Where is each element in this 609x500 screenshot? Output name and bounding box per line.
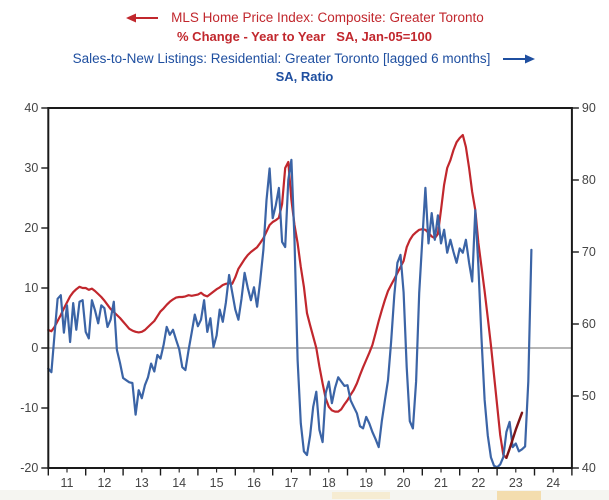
svg-text:16: 16 — [247, 476, 261, 490]
svg-text:90: 90 — [582, 101, 596, 115]
series1-subtitle: % Change - Year to Year SA, Jan-05=100 — [177, 29, 432, 44]
svg-text:80: 80 — [582, 173, 596, 187]
artifact-smudge — [497, 491, 541, 500]
left-arrow-icon — [125, 12, 159, 24]
series2-title: Sales-to-New Listings: Residential: Grea… — [72, 51, 491, 66]
series2-subtitle: SA, Ratio — [275, 69, 334, 84]
plot-frame — [47, 107, 573, 469]
artifact-strip — [0, 490, 609, 500]
svg-text:-10: -10 — [20, 401, 38, 415]
series1-header: MLS Home Price Index: Composite: Greater… — [0, 9, 609, 26]
svg-text:12: 12 — [97, 476, 111, 490]
svg-text:22: 22 — [471, 476, 485, 490]
svg-text:14: 14 — [172, 476, 186, 490]
svg-text:60: 60 — [582, 317, 596, 331]
svg-text:11: 11 — [61, 476, 74, 490]
svg-text:40: 40 — [582, 461, 596, 475]
svg-text:0: 0 — [31, 341, 38, 355]
svg-text:19: 19 — [359, 476, 373, 490]
svg-text:50: 50 — [582, 389, 596, 403]
svg-text:70: 70 — [582, 245, 596, 259]
svg-text:17: 17 — [284, 476, 298, 490]
svg-text:20: 20 — [24, 221, 38, 235]
svg-text:23: 23 — [509, 476, 523, 490]
series-line — [47, 158, 533, 469]
series1-title: MLS Home Price Index: Composite: Greater… — [171, 10, 484, 25]
data-series-lines — [47, 133, 533, 469]
svg-text:30: 30 — [24, 161, 38, 175]
svg-text:21: 21 — [434, 476, 448, 490]
svg-text:40: 40 — [24, 101, 38, 115]
svg-text:13: 13 — [135, 476, 149, 490]
svg-text:24: 24 — [546, 476, 560, 490]
series-line — [47, 133, 508, 459]
right-arrow-icon — [502, 53, 536, 65]
artifact-smudge — [332, 492, 390, 499]
series2-header: Sales-to-New Listings: Residential: Grea… — [0, 50, 609, 67]
svg-text:10: 10 — [24, 281, 38, 295]
svg-text:15: 15 — [210, 476, 224, 490]
svg-text:-20: -20 — [20, 461, 38, 475]
series-line — [505, 411, 524, 459]
axis-ticks-and-labels: 40 30 20 10 0 -10 -20 90 80 70 60 50 40 11 12 13 14 15 16 1… — [20, 101, 596, 490]
svg-text:20: 20 — [397, 476, 411, 490]
svg-text:18: 18 — [322, 476, 336, 490]
